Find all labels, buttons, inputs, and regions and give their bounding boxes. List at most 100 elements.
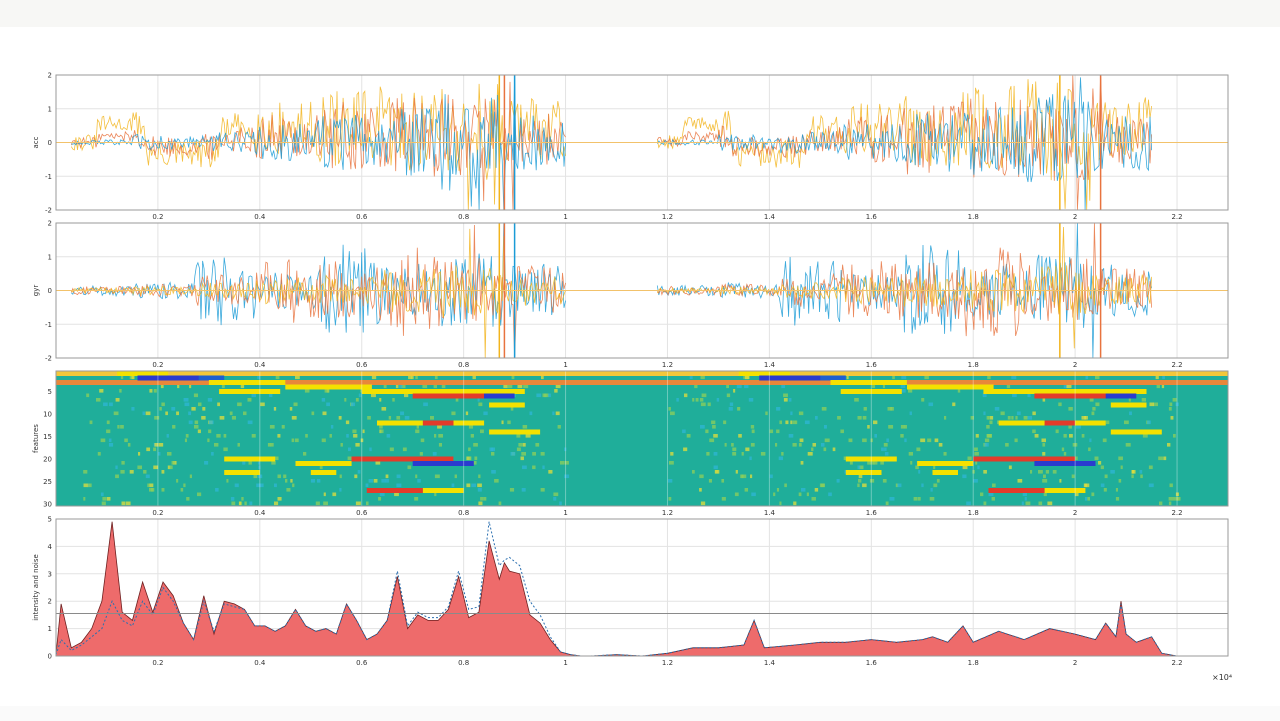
heatmap-speckle xyxy=(873,461,878,465)
heatmap-speckle xyxy=(516,447,521,452)
heatmap-speckle xyxy=(400,384,406,389)
heatmap-speckle xyxy=(807,452,813,456)
heatmap-speckle xyxy=(1068,425,1072,429)
heatmap-speckle xyxy=(186,497,190,501)
heatmap-speckle xyxy=(521,452,527,456)
heatmap-speckle xyxy=(108,443,114,447)
heatmap-speckle xyxy=(900,434,904,438)
heatmap-speckle xyxy=(465,411,469,416)
x-tick-label: 1.2 xyxy=(662,659,673,667)
y-axis-label: gyr xyxy=(32,285,40,297)
heatmap-speckle xyxy=(542,465,545,470)
heatmap-speckle xyxy=(975,434,979,438)
heatmap-speckle xyxy=(904,438,907,443)
heatmap-speckle xyxy=(540,452,545,456)
heatmap-speckle xyxy=(125,501,131,506)
heatmap-band xyxy=(484,393,515,399)
heatmap-speckle xyxy=(354,474,358,479)
heatmap-speckle xyxy=(988,492,994,497)
heatmap-speckle xyxy=(859,465,864,470)
heatmap-speckle xyxy=(478,474,481,479)
heatmap-speckle xyxy=(396,483,402,488)
heatmap-speckle xyxy=(197,492,202,497)
heatmap-band xyxy=(453,420,485,426)
heatmap-speckle xyxy=(1148,465,1153,470)
heatmap-speckle xyxy=(147,483,150,488)
heatmap-speckle xyxy=(1042,479,1048,483)
y-tick-label: -2 xyxy=(45,355,52,363)
heatmap-speckle xyxy=(987,375,991,380)
heatmap-speckle xyxy=(790,420,793,425)
heatmap-speckle xyxy=(683,447,688,452)
x-tick-label: 0.2 xyxy=(152,213,163,221)
heatmap-speckle xyxy=(274,407,277,411)
heatmap-speckle xyxy=(160,384,164,389)
heatmap-speckle xyxy=(131,407,135,411)
x-exponent-label: ×10⁴ xyxy=(1212,673,1232,682)
heatmap-speckle xyxy=(901,375,907,380)
heatmap-band xyxy=(351,456,454,462)
x-tick-label: 1.8 xyxy=(968,213,979,221)
heatmap-speckle xyxy=(434,434,437,438)
heatmap-speckle xyxy=(419,452,423,456)
heatmap-speckle xyxy=(732,452,737,456)
heatmap-speckle xyxy=(402,447,407,452)
heatmap-speckle xyxy=(102,497,107,501)
heatmap-speckle xyxy=(480,497,484,501)
heatmap-speckle xyxy=(888,425,894,429)
heatmap-speckle xyxy=(404,393,409,398)
heatmap-speckle xyxy=(344,398,347,402)
heatmap-speckle xyxy=(1172,497,1177,501)
y-tick-label: 20 xyxy=(43,455,52,463)
heatmap-speckle xyxy=(1041,438,1046,443)
heatmap-speckle xyxy=(716,398,720,402)
heatmap-band xyxy=(830,380,907,385)
y-tick-label: 4 xyxy=(48,543,53,551)
heatmap-speckle xyxy=(1104,474,1108,479)
heatmap-speckle xyxy=(1100,465,1104,470)
heatmap-speckle xyxy=(100,492,104,497)
heatmap-speckle xyxy=(260,402,265,407)
heatmap-speckle xyxy=(765,411,768,416)
heatmap-speckle xyxy=(183,483,186,488)
heatmap-speckle xyxy=(115,474,119,479)
heatmap-speckle xyxy=(304,389,310,393)
x-tick-label: 1.4 xyxy=(764,659,776,667)
x-tick-label: 2.2 xyxy=(1171,361,1182,369)
heatmap-speckle xyxy=(1066,384,1072,389)
heatmap-speckle xyxy=(986,416,990,420)
heatmap-speckle xyxy=(553,492,559,497)
heatmap-speckle xyxy=(1095,402,1100,407)
heatmap-speckle xyxy=(670,411,675,416)
heatmap-speckle xyxy=(741,452,744,456)
heatmap-speckle xyxy=(369,447,372,452)
heatmap-band xyxy=(998,420,1045,426)
heatmap-speckle xyxy=(980,492,984,497)
heatmap-speckle xyxy=(319,465,323,470)
heatmap-speckle xyxy=(1168,497,1173,501)
heatmap-speckle xyxy=(1076,425,1081,429)
heatmap-speckle xyxy=(237,443,240,447)
heatmap-speckle xyxy=(544,393,549,398)
heatmap-speckle xyxy=(848,438,853,443)
heatmap-speckle xyxy=(738,434,742,438)
heatmap-speckle xyxy=(788,398,792,402)
heatmap-speckle xyxy=(557,425,561,429)
heatmap-speckle xyxy=(347,456,353,461)
heatmap-speckle xyxy=(909,411,912,416)
heatmap-speckle xyxy=(1071,474,1075,479)
heatmap-speckle xyxy=(433,384,437,389)
heatmap-speckle xyxy=(997,420,1000,425)
heatmap-speckle xyxy=(1032,411,1036,416)
heatmap-speckle xyxy=(1129,411,1132,416)
heatmap-speckle xyxy=(404,416,410,420)
heatmap-speckle xyxy=(451,483,455,488)
heatmap-speckle xyxy=(417,479,421,483)
heatmap-speckle xyxy=(1147,420,1151,425)
heatmap-band xyxy=(198,375,225,381)
heatmap-speckle xyxy=(723,420,727,425)
heatmap-speckle xyxy=(900,389,906,393)
heatmap-band xyxy=(917,461,974,466)
heatmap-speckle xyxy=(749,456,752,461)
heatmap-speckle xyxy=(1155,375,1159,380)
